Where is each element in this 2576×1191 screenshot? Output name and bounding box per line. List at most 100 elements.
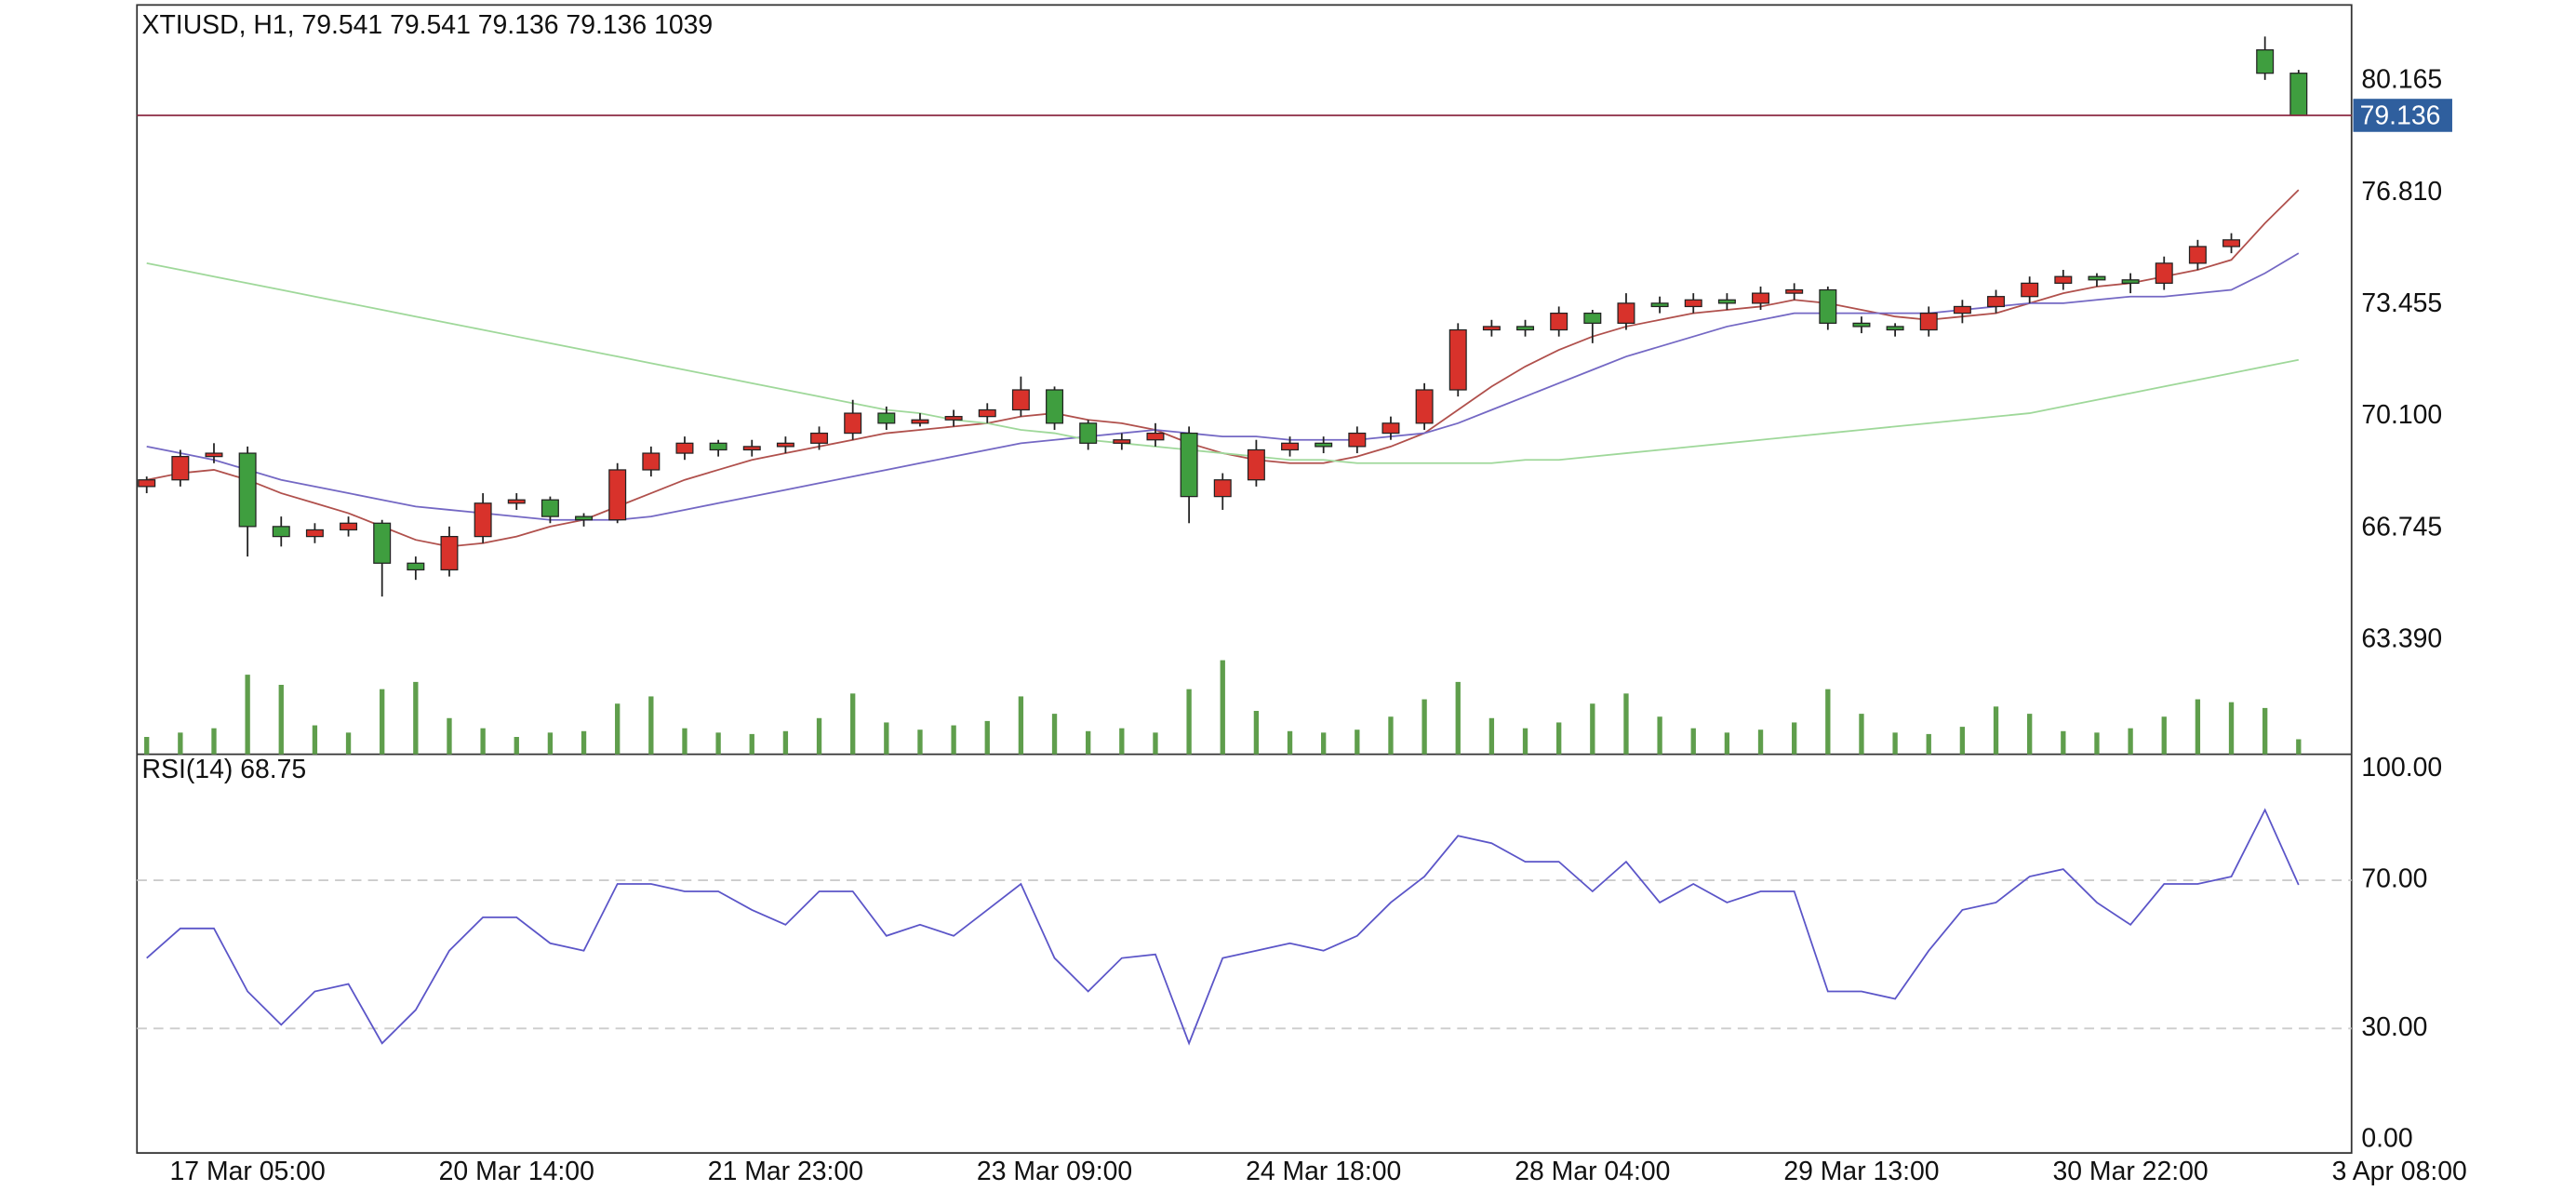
y-tick-label: 73.455 xyxy=(2361,288,2442,318)
volume-bar xyxy=(312,725,318,755)
volume-bar xyxy=(1086,730,1091,755)
volume-bar xyxy=(682,728,687,755)
candle-body xyxy=(2188,246,2207,264)
volume-bar xyxy=(514,737,519,755)
volume-bar xyxy=(2195,699,2201,755)
candle-body xyxy=(2256,48,2275,74)
candle-body xyxy=(1717,299,1736,304)
volume-bar xyxy=(1959,727,1966,755)
candle-body xyxy=(407,562,425,571)
volume-bar xyxy=(1757,729,1764,755)
candle-body xyxy=(541,499,559,517)
volume-bar xyxy=(1455,681,1461,755)
candle-body xyxy=(1852,322,1871,328)
candle-body xyxy=(1113,439,1131,444)
y-tick-label: 70.00 xyxy=(2361,864,2427,894)
volume-bar xyxy=(1792,722,1797,755)
candle-body xyxy=(1886,326,1904,331)
volume-bar xyxy=(2061,730,2066,755)
volume-bar xyxy=(749,733,754,755)
candle-body xyxy=(340,522,358,531)
candle-body xyxy=(978,408,996,418)
candle-body xyxy=(911,419,929,424)
volume-bar xyxy=(1253,711,1260,755)
x-tick-label: 24 Mar 18:00 xyxy=(1246,1157,1401,1186)
volume-bar xyxy=(1825,689,1831,755)
x-tick-label: 20 Mar 14:00 xyxy=(439,1157,594,1186)
volume-bar xyxy=(413,681,419,755)
candle-body xyxy=(1381,422,1400,435)
candle-body xyxy=(1583,312,1602,324)
volume-bar xyxy=(1421,699,1427,755)
volume-bar xyxy=(178,732,183,755)
rsi-line xyxy=(146,808,2300,1046)
x-tick-label: 21 Mar 23:00 xyxy=(708,1157,863,1186)
candle-body xyxy=(1617,302,1635,324)
volume-bar xyxy=(1287,730,1293,755)
volume-bar xyxy=(951,725,956,755)
candle-body xyxy=(1281,442,1300,451)
candle-body xyxy=(1046,389,1064,424)
volume-bar xyxy=(2027,714,2033,755)
volume-bar xyxy=(380,689,385,755)
candle-body xyxy=(1180,432,1198,498)
candle-body xyxy=(776,442,794,448)
candle-body xyxy=(238,452,257,528)
volume-bar xyxy=(782,730,789,755)
x-tick-label: 28 Mar 04:00 xyxy=(1515,1157,1670,1186)
volume-bar xyxy=(1355,729,1360,755)
candle-body xyxy=(2054,275,2073,284)
candle-body xyxy=(373,522,392,564)
volume-bar xyxy=(1321,732,1327,755)
candle-body xyxy=(205,452,223,458)
volume-bar xyxy=(1623,693,1629,755)
volume-bar xyxy=(144,737,150,755)
volume-bar xyxy=(1018,696,1024,755)
volume-bar xyxy=(2296,739,2302,755)
volume-bar xyxy=(1556,722,1562,755)
volume-bar xyxy=(345,732,352,755)
y-tick-label: 63.390 xyxy=(2361,623,2442,653)
volume-bar xyxy=(1993,706,1999,755)
volume-bar xyxy=(816,717,822,755)
y-tick-label: 0.00 xyxy=(2361,1123,2412,1153)
candle-body xyxy=(1415,389,1434,424)
y-tick-label: 100.00 xyxy=(2361,753,2442,783)
candle-body xyxy=(1348,432,1367,448)
volume-bar xyxy=(1388,716,1394,755)
candle-body xyxy=(1987,296,2006,308)
y-tick-label: 30.00 xyxy=(2361,1012,2427,1042)
volume-bar xyxy=(1657,716,1662,755)
volume-bar xyxy=(1859,714,1864,755)
y-tick-label: 66.745 xyxy=(2361,512,2442,542)
volume-bar xyxy=(278,685,284,755)
candle-body xyxy=(2222,239,2241,248)
x-tick-label: 29 Mar 13:00 xyxy=(1783,1157,1939,1186)
volume-bar xyxy=(850,693,856,755)
candle-body xyxy=(1213,479,1232,498)
volume-bar xyxy=(211,728,217,755)
candle-body xyxy=(2155,262,2173,284)
volume-bar xyxy=(1590,703,1595,755)
candle-body xyxy=(1684,299,1702,308)
candle-body xyxy=(1953,305,1971,314)
candle-body xyxy=(1650,302,1669,308)
volume-bar xyxy=(581,730,587,755)
volume-bar xyxy=(1051,714,1058,755)
candle-body xyxy=(877,412,896,424)
candle-body xyxy=(1247,448,1265,481)
x-tick-label: 23 Mar 09:00 xyxy=(977,1157,1132,1186)
candle-body xyxy=(810,432,829,444)
moving-average-line xyxy=(146,262,2299,464)
candle-body xyxy=(2121,279,2140,284)
y-tick-label: 80.165 xyxy=(2361,65,2442,95)
candle-body xyxy=(575,515,594,521)
candle-body xyxy=(305,529,324,538)
volume-bar xyxy=(1488,717,1495,755)
volume-bar xyxy=(1522,728,1528,755)
volume-bar xyxy=(1892,732,1898,755)
candle-body xyxy=(1482,326,1501,331)
